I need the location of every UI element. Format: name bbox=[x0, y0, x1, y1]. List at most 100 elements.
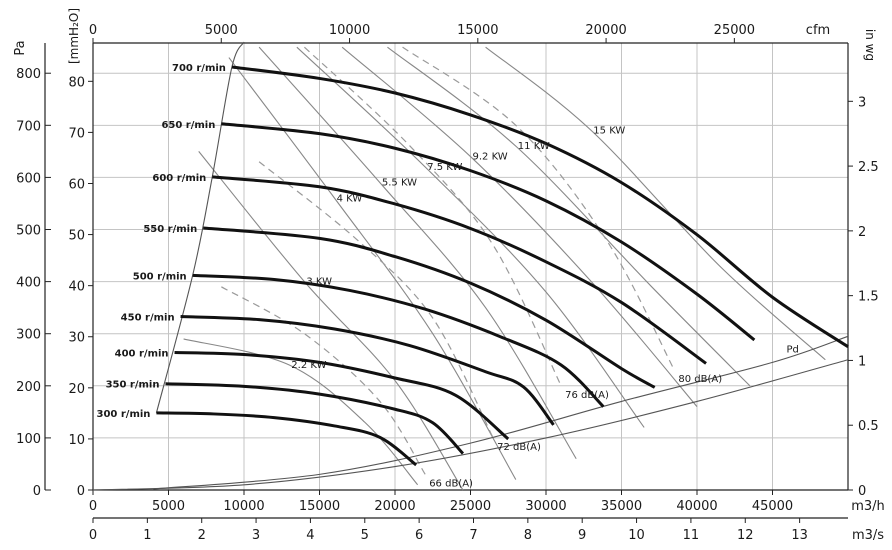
x-tick-label-m3s: 13 bbox=[791, 528, 808, 543]
y-tick-label-mmh2o: 30 bbox=[68, 331, 85, 346]
y-tick-label-pa: 700 bbox=[16, 119, 41, 134]
extra-line-1 bbox=[92, 359, 849, 491]
x-tick-label-cfm: 0 bbox=[89, 23, 97, 38]
extra-line-pd bbox=[153, 335, 849, 490]
y-tick-label-mmh2o: 50 bbox=[68, 229, 85, 244]
x-tick-label-m3s: 12 bbox=[737, 528, 754, 543]
speed-curves bbox=[156, 65, 849, 467]
speed-curve-700-r-min bbox=[231, 65, 849, 348]
x-tick-label-m3s: 3 bbox=[252, 528, 260, 543]
x-tick-label-m3h: 20000 bbox=[374, 499, 415, 514]
y-tick-label-pa: 600 bbox=[16, 171, 41, 186]
y-tick-label-mmh2o: 80 bbox=[68, 75, 85, 90]
speed-curve-650-r-min bbox=[221, 122, 756, 342]
y-tick-label-inwg: 1.5 bbox=[858, 290, 879, 305]
speed-curve-label: 400 r/min bbox=[115, 348, 169, 359]
power-line-15-kw bbox=[485, 46, 826, 361]
noise-line-label: 72 dB(A) bbox=[497, 442, 541, 453]
x-tick-label-m3h: 45000 bbox=[752, 499, 793, 514]
y-tick-label-pa: 400 bbox=[16, 276, 41, 291]
power-line-5-5-kw bbox=[258, 46, 577, 460]
x-axis-title-cfm: cfm bbox=[806, 23, 830, 38]
speed-curve-500-r-min bbox=[192, 273, 605, 408]
x-tick-label-m3h: 0 bbox=[89, 499, 97, 514]
speed-curve-label: 500 r/min bbox=[133, 271, 187, 282]
x-tick-label-m3s: 1 bbox=[143, 528, 151, 543]
noise-line-label: 76 dB(A) bbox=[565, 390, 609, 401]
y-tick-label-pa: 0 bbox=[33, 484, 41, 499]
noise-line-label: 80 dB(A) bbox=[678, 374, 722, 385]
x-tick-label-m3s: 0 bbox=[89, 528, 97, 543]
speed-curve-600-r-min bbox=[212, 175, 707, 365]
power-line-7-5-kw bbox=[296, 46, 645, 428]
y-tick-label-pa: 100 bbox=[16, 432, 41, 447]
y-tick-label-mmh2o: 0 bbox=[77, 484, 85, 499]
speed-curve-label: 550 r/min bbox=[143, 224, 197, 235]
y-tick-label-mmh2o: 70 bbox=[68, 126, 85, 141]
extra-line-label: Pd bbox=[787, 344, 799, 355]
x-tick-label-m3h: 35000 bbox=[601, 499, 642, 514]
y-axis-title-pa: Pa bbox=[13, 40, 28, 55]
x-tick-label-m3s: 7 bbox=[469, 528, 477, 543]
y-tick-label-inwg: 2 bbox=[858, 225, 866, 240]
x-tick-label-cfm: 25000 bbox=[714, 23, 755, 38]
speed-curve-350-r-min bbox=[165, 382, 465, 455]
y-tick-label-inwg: 2.5 bbox=[858, 160, 879, 175]
x-tick-label-m3h: 30000 bbox=[525, 499, 566, 514]
y-tick-label-inwg: 0 bbox=[858, 484, 866, 499]
y-tick-label-pa: 200 bbox=[16, 380, 41, 395]
power-line-label: 9.2 KW bbox=[473, 152, 508, 163]
x-tick-label-cfm: 15000 bbox=[457, 23, 498, 38]
power-line-label: 11 KW bbox=[518, 141, 550, 152]
x-axis-title-m3h: m3/h bbox=[851, 499, 885, 514]
x-tick-label-m3h: 15000 bbox=[299, 499, 340, 514]
speed-curve-label: 600 r/min bbox=[152, 173, 206, 184]
speed-curve-label: 700 r/min bbox=[172, 63, 226, 74]
power-line-label: 7.5 KW bbox=[427, 162, 462, 173]
y-tick-label-pa: 500 bbox=[16, 224, 41, 239]
noise-line-label: 66 dB(A) bbox=[429, 478, 473, 489]
axes: 0 5000 10000 15000 20000 25000 30000 35000 40000… bbox=[13, 8, 885, 543]
speed-curve-550-r-min bbox=[203, 226, 656, 389]
power-line-label: 4 KW bbox=[337, 193, 363, 204]
x-tick-label-m3s: 2 bbox=[198, 528, 206, 543]
x-tick-label-m3s: 5 bbox=[361, 528, 369, 543]
power-line-label: 15 KW bbox=[593, 126, 625, 137]
noise-line-76-db-a bbox=[303, 46, 562, 387]
power-line-label: 2.2 KW bbox=[291, 360, 326, 371]
extra-line-2 bbox=[155, 41, 245, 414]
x-tick-label-m3s: 10 bbox=[628, 528, 645, 543]
x-tick-label-m3h: 40000 bbox=[676, 499, 717, 514]
y-tick-label-inwg: 0.5 bbox=[858, 419, 879, 434]
power-line-2-2-kw bbox=[183, 338, 419, 486]
x-tick-label-m3s: 9 bbox=[578, 528, 586, 543]
speed-curve-400-r-min bbox=[174, 350, 510, 441]
y-tick-label-inwg: 1 bbox=[858, 354, 866, 369]
speed-curve-450-r-min bbox=[180, 315, 555, 426]
x-tick-label-m3s: 8 bbox=[524, 528, 532, 543]
speed-curve-label: 300 r/min bbox=[97, 409, 151, 420]
noise-line-80-db-a bbox=[402, 46, 675, 371]
x-axis-title-m3s: m3/s bbox=[852, 528, 884, 543]
speed-curve-label: 650 r/min bbox=[161, 120, 215, 131]
y-axis-title-mmh2o: [mmH₂O] bbox=[67, 8, 81, 64]
power-line-label: 5.5 KW bbox=[382, 178, 417, 189]
power-line-label: 3 KW bbox=[306, 277, 332, 288]
x-tick-label-cfm: 5000 bbox=[205, 23, 238, 38]
x-tick-label-m3s: 6 bbox=[415, 528, 423, 543]
y-tick-label-mmh2o: 10 bbox=[68, 433, 85, 448]
noise-line-72-db-a bbox=[258, 161, 494, 439]
power-line-11-kw bbox=[387, 46, 751, 387]
y-tick-label-mmh2o: 20 bbox=[68, 382, 85, 397]
y-tick-label-pa: 800 bbox=[16, 67, 41, 82]
curve-labels: 700 r/min 650 r/min 600 r/min 550 r/min 500 … bbox=[97, 63, 799, 489]
speed-curve-label: 450 r/min bbox=[121, 313, 175, 324]
x-tick-label-cfm: 10000 bbox=[329, 23, 370, 38]
y-tick-label-pa: 300 bbox=[16, 328, 41, 343]
x-tick-label-m3s: 11 bbox=[683, 528, 700, 543]
x-tick-label-m3s: 4 bbox=[306, 528, 314, 543]
y-tick-label-mmh2o: 40 bbox=[68, 280, 85, 295]
y-tick-label-mmh2o: 60 bbox=[68, 177, 85, 192]
x-tick-label-m3h: 10000 bbox=[223, 499, 264, 514]
